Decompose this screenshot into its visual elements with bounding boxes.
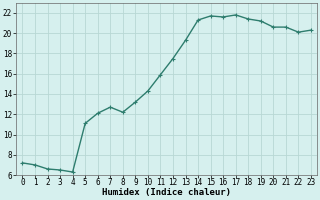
X-axis label: Humidex (Indice chaleur): Humidex (Indice chaleur) bbox=[102, 188, 231, 197]
